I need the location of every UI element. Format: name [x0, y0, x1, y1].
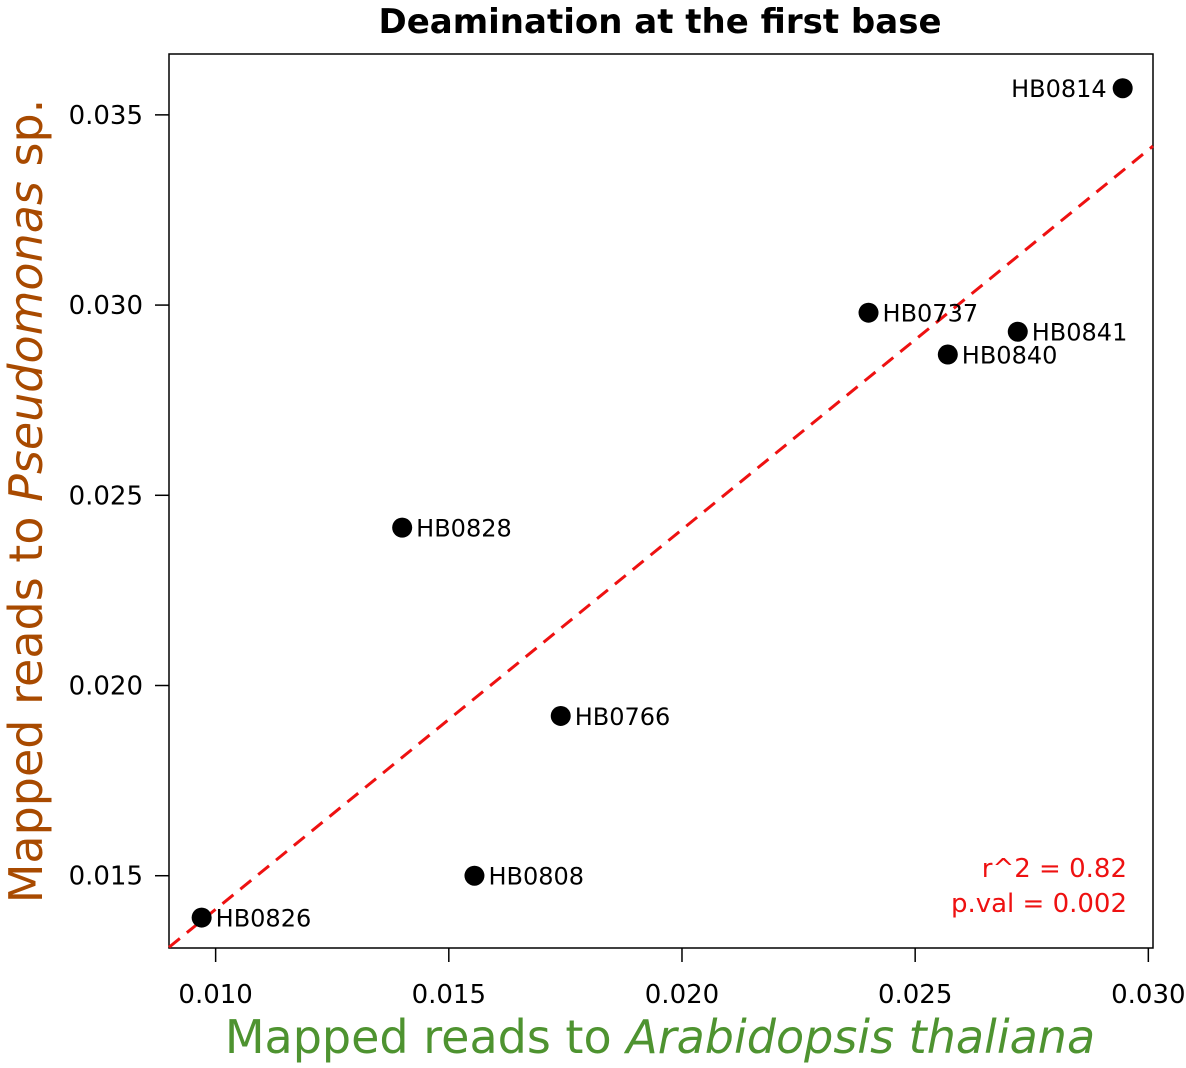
- y-axis: 0.015 0.020 0.025 0.030 0.035: [69, 101, 169, 892]
- stats-layer: r^2 = 0.82 p.val = 0.002: [951, 854, 1127, 919]
- fit-line: [168, 144, 1154, 949]
- x-tick-label-3: 0.025: [878, 980, 952, 1010]
- y-axis-title: Mapped reads to Pseudomonas sp.: [0, 99, 53, 904]
- y-tick-label-1: 0.020: [69, 672, 143, 702]
- point-hb0814: [1112, 78, 1133, 99]
- point-hb0840: [937, 344, 958, 365]
- point-hb0808: [464, 865, 485, 886]
- point-label-hb0814: HB0814: [1011, 75, 1107, 103]
- point-label-hb0737: HB0737: [883, 300, 979, 328]
- y-tick-label-0: 0.015: [69, 862, 143, 892]
- x-axis: 0.010 0.015 0.020 0.025 0.030: [178, 948, 1186, 1010]
- point-hb0826: [191, 907, 212, 928]
- x-axis-title-prefix: Mapped reads to: [225, 1010, 626, 1064]
- point-hb0766: [550, 705, 571, 726]
- y-axis-title-suffix: sp.: [0, 99, 53, 181]
- point-hb0841: [1007, 321, 1028, 342]
- x-tick-label-0: 0.010: [178, 980, 252, 1010]
- y-tick-label-3: 0.030: [69, 291, 143, 321]
- x-axis-title-italic: Arabidopsis thaliana: [623, 1010, 1095, 1064]
- y-tick-label-4: 0.035: [69, 101, 143, 131]
- x-tick-label-4: 0.030: [1111, 980, 1185, 1010]
- chart-title: Deamination at the first base: [378, 2, 941, 42]
- y-tick-label-2: 0.025: [69, 481, 143, 511]
- point-label-hb0840: HB0840: [962, 342, 1058, 370]
- x-axis-title: Mapped reads to Arabidopsis thaliana: [225, 1010, 1095, 1064]
- fit-line-layer: [168, 144, 1154, 949]
- point-label-hb0828: HB0828: [416, 515, 512, 543]
- y-axis-title-prefix: Mapped reads to: [0, 502, 53, 903]
- point-hb0737: [858, 302, 879, 323]
- plot-frame: [168, 53, 1154, 949]
- point-label-hb0808: HB0808: [488, 863, 584, 891]
- point-label-hb0766: HB0766: [575, 703, 671, 731]
- x-tick-label-2: 0.020: [645, 980, 719, 1010]
- point-hb0828: [392, 517, 413, 538]
- x-tick-label-1: 0.015: [412, 980, 486, 1010]
- point-label-hb0841: HB0841: [1032, 319, 1128, 347]
- point-label-hb0826: HB0826: [216, 905, 312, 933]
- stat-line-1: p.val = 0.002: [951, 889, 1127, 919]
- stat-line-0: r^2 = 0.82: [982, 854, 1127, 884]
- y-axis-title-italic: Pseudomonas: [0, 181, 53, 502]
